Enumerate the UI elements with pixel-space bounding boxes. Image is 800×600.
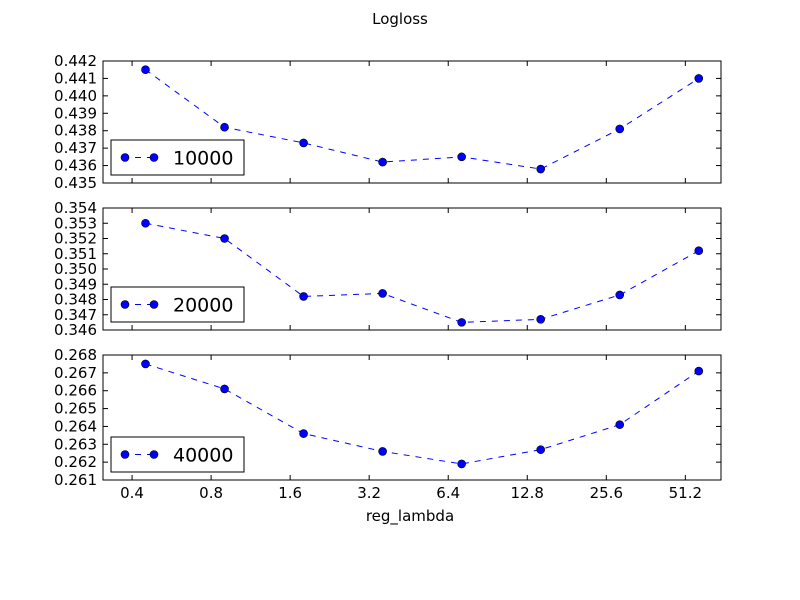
legend-marker (120, 450, 130, 459)
data-point (299, 429, 308, 438)
series-line (145, 363, 700, 465)
axes-frame (102, 207, 722, 331)
x-tick-label: 25.6 (590, 484, 623, 502)
legend-marker (149, 450, 159, 459)
legend: 40000 (110, 436, 245, 473)
legend: 20000 (110, 286, 245, 323)
data-point (457, 152, 466, 162)
data-point (694, 74, 704, 83)
legend: 10000 (110, 139, 245, 176)
x-tick-label: 1.6 (278, 484, 302, 502)
data-point (378, 289, 387, 298)
y-tick-label: 0.352 (54, 230, 97, 248)
subplots: 0.4350.4360.4370.4380.4390.4400.4410.442… (54, 52, 722, 502)
y-tick-label: 0.346 (54, 321, 97, 339)
y-tick-label: 0.436 (54, 157, 97, 175)
y-tick-label: 0.265 (54, 400, 97, 418)
data-point (536, 445, 545, 454)
legend-box (110, 139, 245, 176)
x-tick-label: 0.4 (120, 484, 144, 502)
legend-marker (149, 153, 159, 162)
series-line (145, 222, 700, 323)
y-tick-label: 0.353 (54, 214, 97, 232)
x-tick-label: 51.2 (669, 484, 702, 502)
y-tick-label: 0.435 (54, 174, 97, 192)
subplot-2: 0.3460.3470.3480.3490.3500.3510.3520.353… (54, 199, 722, 339)
data-point (220, 384, 229, 394)
y-tick-label: 0.350 (54, 260, 97, 278)
y-tick-label: 0.438 (54, 122, 97, 140)
x-tick-label: 0.8 (199, 484, 223, 502)
data-point (299, 138, 308, 148)
subplot-3: 0.2610.2620.2630.2640.2650.2660.2670.268… (54, 346, 722, 502)
data-point (378, 447, 387, 456)
legend-box (110, 286, 245, 323)
axes-frame (102, 60, 722, 184)
y-tick-label: 0.347 (54, 306, 97, 324)
y-tick-label: 0.441 (54, 69, 97, 87)
data-point (694, 366, 704, 376)
chart-title: Logloss (372, 10, 428, 28)
data-point (457, 459, 466, 469)
x-tick-label: 6.4 (436, 484, 460, 502)
legend-marker (149, 300, 159, 309)
data-point (141, 218, 150, 228)
data-point (457, 318, 466, 327)
y-tick-label: 0.263 (54, 435, 97, 453)
legend-marker (120, 153, 130, 162)
y-tick-label: 0.440 (54, 87, 97, 105)
y-tick-label: 0.351 (54, 245, 97, 263)
y-tick-label: 0.354 (54, 199, 97, 217)
x-tick-label: 12.8 (511, 484, 544, 502)
legend-box (110, 436, 245, 473)
data-point (141, 359, 150, 369)
y-tick-label: 0.348 (54, 291, 97, 309)
data-point (615, 420, 625, 429)
y-tick-label: 0.266 (54, 382, 97, 400)
y-tick-label: 0.261 (54, 471, 97, 489)
data-point (378, 157, 387, 167)
legend-label: 20000 (173, 295, 233, 317)
axes-frame (102, 354, 722, 481)
y-tick-label: 0.439 (54, 104, 97, 122)
data-point (615, 290, 625, 300)
y-tick-label: 0.262 (54, 453, 97, 471)
series-line (145, 69, 700, 170)
legend-label: 40000 (173, 445, 233, 467)
y-tick-label: 0.442 (54, 52, 97, 70)
y-tick-label: 0.349 (54, 275, 97, 293)
x-axis-label: reg_lambda (366, 507, 454, 526)
x-tick-label: 3.2 (357, 484, 381, 502)
data-point (694, 246, 704, 255)
legend-label: 10000 (173, 148, 233, 170)
data-point (220, 122, 229, 132)
y-tick-label: 0.437 (54, 139, 97, 157)
y-tick-label: 0.267 (54, 364, 97, 382)
y-tick-label: 0.268 (54, 346, 97, 364)
data-point (615, 124, 625, 134)
legend-marker (120, 300, 130, 309)
y-tick-label: 0.264 (54, 417, 97, 435)
subplot-1: 0.4350.4360.4370.4380.4390.4400.4410.442… (54, 52, 722, 192)
data-point (536, 315, 545, 324)
data-point (220, 234, 229, 243)
data-point (141, 65, 150, 75)
data-point (299, 292, 308, 301)
data-point (536, 164, 545, 174)
